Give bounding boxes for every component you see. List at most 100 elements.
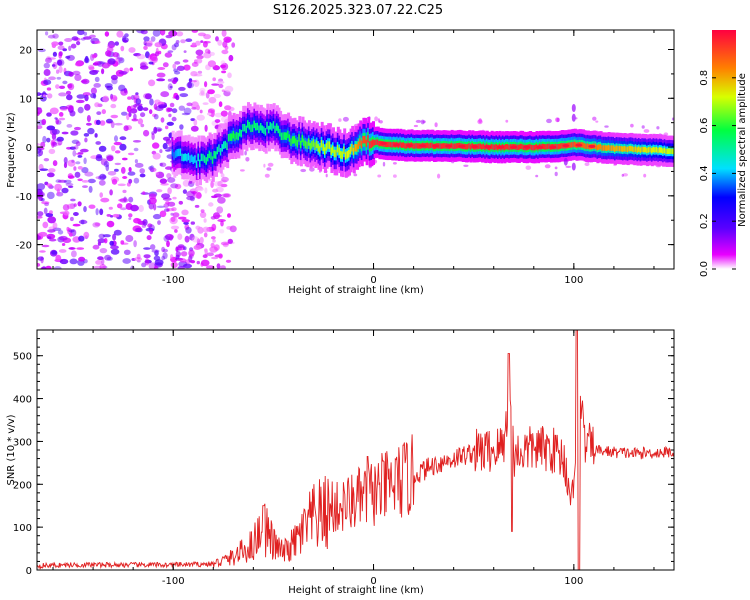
noise-blob xyxy=(202,41,208,48)
noise-blob xyxy=(46,87,52,91)
ridge-cell xyxy=(546,143,550,150)
noise-blob xyxy=(143,40,147,46)
colorbar-label: Normalized spectral amplitude xyxy=(737,73,748,227)
noise-blob xyxy=(595,120,599,123)
noise-blob xyxy=(94,133,98,138)
noise-blob xyxy=(169,85,173,89)
ridge-cell xyxy=(234,133,238,141)
ridge-cell xyxy=(277,125,281,134)
noise-blob xyxy=(57,139,63,146)
noise-blob xyxy=(377,174,382,178)
noise-blob xyxy=(83,231,90,239)
noise-blob xyxy=(58,41,64,46)
noise-blob xyxy=(172,79,177,85)
noise-blob xyxy=(156,205,165,208)
noise-blob xyxy=(165,201,170,205)
ridge-cell xyxy=(192,156,196,164)
noise-blob xyxy=(217,39,223,46)
noise-blob xyxy=(75,141,81,147)
ridge-cell xyxy=(291,136,295,144)
noise-blob xyxy=(125,235,134,242)
ridge-cell xyxy=(344,152,348,160)
noise-blob xyxy=(152,142,160,149)
noise-blob xyxy=(73,166,77,171)
ridge-cell xyxy=(465,144,468,150)
ridge-cell xyxy=(481,144,484,150)
noise-blob xyxy=(208,96,217,104)
noise-blob xyxy=(102,95,109,103)
noise-blob xyxy=(121,37,129,43)
noise-blob xyxy=(77,166,83,170)
noise-blob xyxy=(152,30,161,37)
noise-blob xyxy=(130,108,138,114)
noise-blob xyxy=(120,45,125,52)
snr-panel: -100 0 100 0 100 200 300 400 500 Height of strai… xyxy=(6,329,675,596)
ridge-cell xyxy=(269,122,273,130)
snr-ticks: -100 0 100 0 100 200 300 400 500 xyxy=(13,329,674,587)
noise-blob xyxy=(107,40,116,49)
noise-blob xyxy=(142,107,149,111)
noise-blob xyxy=(105,164,110,172)
ridge-cell xyxy=(437,143,441,149)
noise-blob xyxy=(227,213,231,218)
ridge-cell xyxy=(309,142,313,151)
ridge-peak xyxy=(406,143,414,147)
noise-blob xyxy=(55,84,60,89)
noise-blob xyxy=(170,212,174,216)
noise-blob xyxy=(46,191,55,200)
noise-blob xyxy=(116,30,124,38)
ridge-cell xyxy=(178,148,182,157)
ridge-cell xyxy=(671,148,674,155)
noise-blob xyxy=(630,123,634,128)
noise-blob xyxy=(195,40,201,46)
noise-blob xyxy=(110,94,118,102)
noise-blob xyxy=(159,149,163,154)
ridge-artifact xyxy=(571,162,576,171)
ridge-cell xyxy=(620,146,624,152)
x-tick-label: -100 xyxy=(162,275,185,286)
noise-blob xyxy=(174,70,181,75)
ridge-peak xyxy=(588,144,596,148)
noise-blob xyxy=(199,87,206,93)
ridge-cell xyxy=(181,153,185,162)
noise-blob xyxy=(128,111,132,117)
ridge-peak xyxy=(575,143,583,147)
noise-blob xyxy=(374,116,378,122)
ridge-cell xyxy=(618,145,622,152)
ridge-cell xyxy=(351,144,355,152)
noise-blob xyxy=(191,30,198,33)
noise-blob xyxy=(67,83,73,89)
noise-blob xyxy=(156,78,166,82)
noise-blob xyxy=(70,216,74,222)
noise-blob xyxy=(88,185,93,193)
snr-x-label: Height of straight line (km) xyxy=(288,585,424,596)
ridge-cell xyxy=(468,143,472,149)
noise-blob xyxy=(122,258,131,264)
ridge-cell xyxy=(256,122,260,131)
noise-blob xyxy=(212,188,219,193)
ridge-cell xyxy=(399,141,403,148)
noise-blob xyxy=(187,81,193,89)
noise-blob xyxy=(191,42,197,47)
noise-blob xyxy=(167,177,176,183)
ridge-cell xyxy=(224,140,228,149)
noise-blob xyxy=(143,45,148,51)
noise-blob xyxy=(167,187,172,195)
noise-blob xyxy=(143,129,150,137)
spectrogram-x-label: Height of straight line (km) xyxy=(288,285,424,296)
ridge-cell xyxy=(450,142,454,149)
snr-y-label: SNR (10 * v/v) xyxy=(6,414,17,485)
noise-blob xyxy=(37,147,42,154)
noise-blob xyxy=(210,180,214,188)
noise-blob xyxy=(54,183,62,192)
ridge-cell xyxy=(668,148,672,154)
ridge-cell xyxy=(226,142,230,150)
noise-blob xyxy=(57,45,65,51)
ridge-cell xyxy=(189,155,193,163)
ridge-peak xyxy=(510,145,518,149)
noise-blob xyxy=(114,162,122,166)
noise-blob xyxy=(151,55,159,64)
noise-blob xyxy=(67,175,75,179)
noise-blob xyxy=(94,40,101,44)
noise-blob xyxy=(128,47,136,53)
